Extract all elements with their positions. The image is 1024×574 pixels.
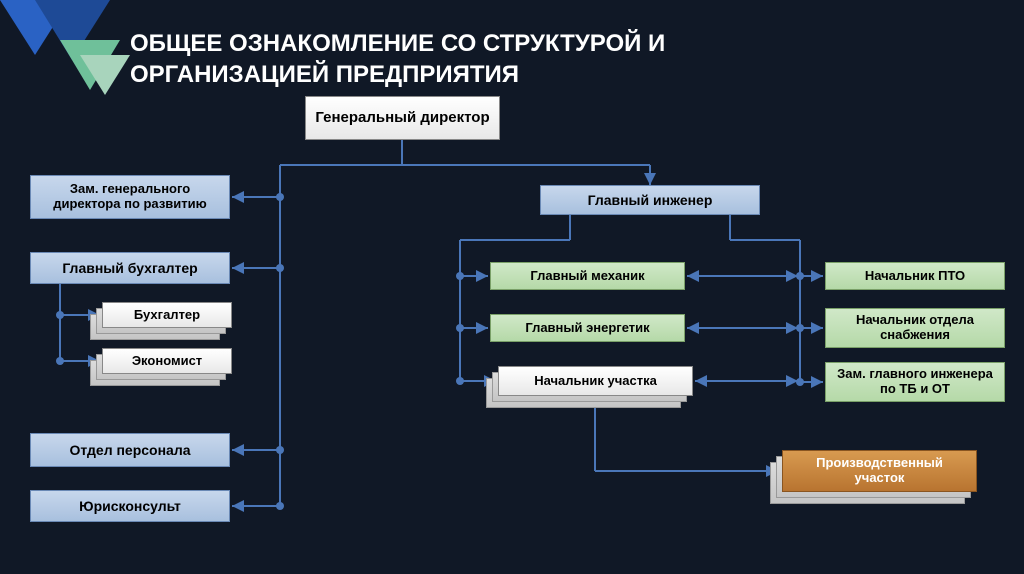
node-chief_acc: Главный бухгалтер [30, 252, 230, 284]
node-supply_head: Начальник отдела снабжения [825, 308, 1005, 348]
node-economist-label: Экономист [102, 348, 232, 374]
node-chief_energ: Главный энергетик [490, 314, 685, 342]
node-accountant: Бухгалтер [102, 302, 232, 328]
node-prod_site: Производственный участок [782, 450, 977, 492]
node-legal: Юрисконсульт [30, 490, 230, 522]
node-site_head-label: Начальник участка [498, 366, 693, 396]
node-economist: Экономист [102, 348, 232, 374]
node-deputy_safety: Зам. главного инженера по ТБ и ОТ [825, 362, 1005, 402]
node-chief_eng: Главный инженер [540, 185, 760, 215]
node-hr: Отдел персонала [30, 433, 230, 467]
node-deputy_dev: Зам. генерального директора по развитию [30, 175, 230, 219]
node-director: Генеральный директор [305, 96, 500, 140]
node-pto_head: Начальник ПТО [825, 262, 1005, 290]
node-site_head: Начальник участка [498, 366, 693, 396]
org-chart-canvas: ОБЩЕЕ ОЗНАКОМЛЕНИЕ СО СТРУКТУРОЙ И ОРГАН… [0, 0, 1024, 574]
node-chief_mech: Главный механик [490, 262, 685, 290]
node-accountant-label: Бухгалтер [102, 302, 232, 328]
node-prod_site-label: Производственный участок [782, 450, 977, 492]
